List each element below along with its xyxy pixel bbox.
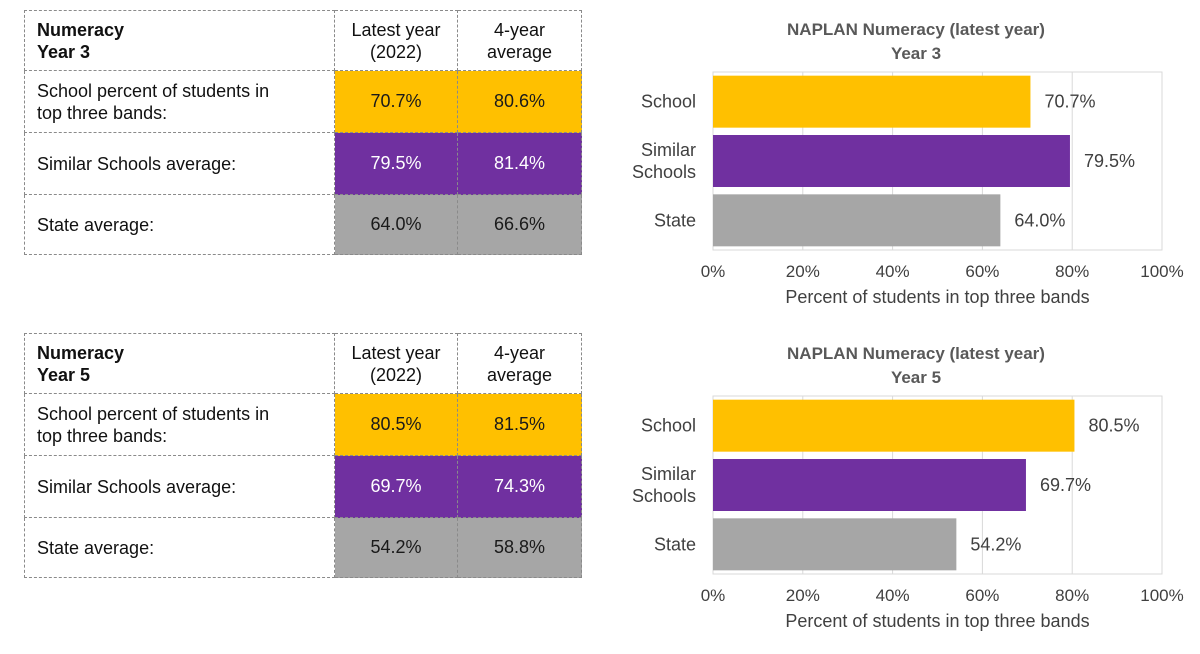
title-line: Year 5 <box>37 364 91 385</box>
data-label: 64.0% <box>1014 210 1065 230</box>
cell-latest: 54.2% <box>334 517 458 578</box>
table-row-similar: Similar Schools average: 69.7% 74.3% <box>24 455 582 518</box>
header-line: (2022) <box>369 41 423 62</box>
x-tick-label: 60% <box>965 586 999 605</box>
header-line: average <box>486 364 553 385</box>
header-line: 4-year <box>493 19 546 40</box>
x-tick-label: 100% <box>1140 262 1183 281</box>
column-header-average: 4-year average <box>457 333 582 394</box>
row-label: Similar Schools average: <box>24 132 335 195</box>
table-row-similar: Similar Schools average: 79.5% 81.4% <box>24 132 582 195</box>
label-line: School percent of students in <box>37 80 270 101</box>
x-tick-label: 20% <box>786 262 820 281</box>
label-line: top three bands: <box>37 102 168 123</box>
title-line: Numeracy <box>37 342 125 363</box>
row-label: State average: <box>24 517 335 578</box>
cell-latest: 80.5% <box>334 393 458 456</box>
bar <box>713 518 957 571</box>
table-row-state: State average: 54.2% 58.8% <box>24 517 582 578</box>
chart-title: NAPLAN Numeracy (latest year) <box>787 344 1045 363</box>
header-line: 4-year <box>493 342 546 363</box>
header-line: Latest year <box>351 342 441 363</box>
x-tick-label: 20% <box>786 586 820 605</box>
data-label: 69.7% <box>1040 475 1091 495</box>
category-label: State <box>654 210 696 230</box>
x-tick-label: 100% <box>1140 586 1183 605</box>
table-title: Numeracy Year 5 <box>24 333 335 394</box>
category-label: School <box>641 416 696 436</box>
chart-subtitle: Year 5 <box>891 368 941 387</box>
x-tick-label: 0% <box>701 262 726 281</box>
cell-average: 81.4% <box>457 132 582 195</box>
column-header-latest: Latest year (2022) <box>334 333 458 394</box>
x-tick-label: 60% <box>965 262 999 281</box>
title-line: Numeracy <box>37 19 125 40</box>
x-tick-label: 80% <box>1055 262 1089 281</box>
table-header-row: Numeracy Year 5 Latest year (2022) 4-yea… <box>24 333 582 394</box>
data-label: 70.7% <box>1044 92 1095 112</box>
cell-average: 58.8% <box>457 517 582 578</box>
bar <box>713 194 1001 247</box>
numeracy-year5-table: Numeracy Year 5 Latest year (2022) 4-yea… <box>24 333 582 578</box>
category-label: School <box>641 92 696 112</box>
row-label: School percent of students in top three … <box>24 70 335 133</box>
row-label: Similar Schools average: <box>24 455 335 518</box>
year5-bar-chart: 0% 20% 40% 60% 80% 100% NAPLAN Numeracy (lates… <box>632 344 1184 631</box>
data-label: 79.5% <box>1084 151 1135 171</box>
cell-latest: 70.7% <box>334 70 458 133</box>
header-line: average <box>486 41 553 62</box>
chart-subtitle: Year 3 <box>891 44 941 63</box>
category-label: State <box>654 534 696 554</box>
table-row-school: School percent of students in top three … <box>24 70 582 133</box>
chart-title: NAPLAN Numeracy (latest year) <box>787 20 1045 39</box>
table-row-school: School percent of students in top three … <box>24 393 582 456</box>
cell-average: 80.6% <box>457 70 582 133</box>
bar <box>713 75 1031 128</box>
cell-average: 74.3% <box>457 455 582 518</box>
header-line: (2022) <box>369 364 423 385</box>
table-row-state: State average: 64.0% 66.6% <box>24 194 582 255</box>
x-tick-label: 80% <box>1055 586 1089 605</box>
data-label: 54.2% <box>970 534 1021 554</box>
column-header-average: 4-year average <box>457 10 582 71</box>
bar <box>713 135 1070 187</box>
row-label: State average: <box>24 194 335 255</box>
header-line: Latest year <box>351 19 441 40</box>
bar <box>713 459 1026 511</box>
x-axis-label: Percent of students in top three bands <box>785 287 1089 307</box>
x-tick-label: 40% <box>876 586 910 605</box>
cell-latest: 69.7% <box>334 455 458 518</box>
x-axis-label: Percent of students in top three bands <box>785 611 1089 631</box>
column-header-latest: Latest year (2022) <box>334 10 458 71</box>
data-label: 80.5% <box>1088 416 1139 436</box>
title-line: Year 3 <box>37 41 91 62</box>
cell-average: 81.5% <box>457 393 582 456</box>
year3-bar-chart: 0% 20% 40% 60% 80% 100% NAPLAN Numeracy (lates… <box>632 20 1184 307</box>
bar <box>713 399 1075 452</box>
cell-latest: 64.0% <box>334 194 458 255</box>
label-line: School percent of students in <box>37 403 270 424</box>
category-label: Similar <box>641 140 696 160</box>
numeracy-year3-table: Numeracy Year 3 Latest year (2022) 4-yea… <box>24 10 582 255</box>
table-title: Numeracy Year 3 <box>24 10 335 71</box>
category-label: Schools <box>632 162 696 182</box>
x-tick-label: 0% <box>701 586 726 605</box>
cell-average: 66.6% <box>457 194 582 255</box>
table-header-row: Numeracy Year 3 Latest year (2022) 4-yea… <box>24 10 582 71</box>
cell-latest: 79.5% <box>334 132 458 195</box>
category-label: Similar <box>641 464 696 484</box>
category-label: Schools <box>632 486 696 506</box>
x-tick-label: 40% <box>876 262 910 281</box>
label-line: top three bands: <box>37 425 168 446</box>
row-label: School percent of students in top three … <box>24 393 335 456</box>
